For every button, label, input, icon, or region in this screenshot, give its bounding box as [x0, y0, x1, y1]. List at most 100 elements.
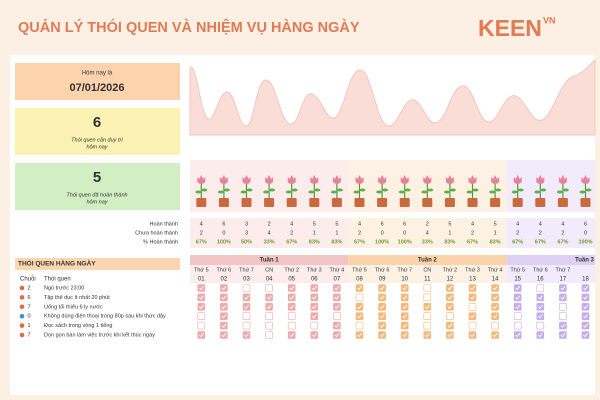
tulip-pot	[309, 198, 320, 207]
check-tick	[447, 332, 453, 338]
tulip-flower	[468, 175, 477, 184]
stat-value: 0	[584, 230, 587, 236]
checkbox	[220, 312, 228, 321]
checkbox	[287, 302, 296, 311]
check-tick	[583, 295, 589, 300]
checkbox	[423, 312, 432, 321]
checkbox	[468, 284, 477, 292]
checkbox	[355, 331, 364, 339]
tulip-leaf	[585, 188, 592, 192]
checkbox	[559, 312, 567, 321]
check-tick	[221, 332, 227, 338]
check-tick	[311, 295, 317, 300]
week-band	[348, 255, 507, 265]
stat-value: 4	[561, 221, 564, 227]
tulip-flower	[581, 175, 590, 184]
check-tick	[515, 304, 521, 310]
check-tick	[357, 304, 363, 310]
tulip-pot	[490, 198, 501, 207]
check-tick	[244, 304, 250, 310]
checkbox	[287, 312, 296, 321]
checkbox	[197, 302, 206, 311]
weekday-label: Thứ 7	[556, 267, 571, 273]
stat-label: % Hoàn thành	[143, 239, 178, 245]
checkbox	[197, 321, 206, 330]
check-tick	[537, 304, 543, 310]
date-label: 09	[379, 277, 386, 283]
checkbox	[333, 293, 341, 302]
date-label: 07	[334, 277, 341, 283]
date-label: 17	[560, 277, 567, 283]
checkbox	[423, 302, 432, 311]
checkbox	[242, 293, 251, 302]
checkbox	[333, 331, 341, 339]
stat-value: 4	[471, 221, 474, 227]
tulip-flower	[513, 175, 522, 184]
checkbox	[355, 284, 364, 292]
checkbox	[220, 284, 228, 292]
checkbox	[355, 293, 364, 302]
checkbox	[378, 321, 386, 330]
tulip-leaf	[398, 190, 405, 194]
checkbox	[513, 331, 522, 339]
stat-value: 6	[403, 221, 406, 227]
checkbox	[491, 312, 499, 321]
days-band	[506, 265, 595, 283]
checkbox	[310, 312, 319, 321]
checkbox	[536, 331, 545, 339]
checkbox	[287, 321, 296, 330]
tulip-leaf	[201, 188, 208, 192]
tulip-flower	[423, 175, 432, 184]
weekday-label: Thứ 6	[533, 267, 548, 273]
checkbox	[378, 293, 386, 302]
stat-value: 4	[200, 221, 203, 227]
checkbox	[400, 331, 409, 339]
tulip-pot	[264, 198, 275, 207]
check-tick	[492, 285, 498, 291]
stat-value: 2	[268, 221, 271, 227]
tulip-leaf	[353, 190, 360, 194]
stat-value: 2	[516, 230, 519, 236]
stat-value: 83%	[444, 239, 455, 245]
stat-value: 4	[358, 221, 361, 227]
stat-value: 100%	[375, 239, 389, 245]
check-tick	[357, 314, 363, 319]
date-label: 13	[469, 277, 476, 283]
check-tick	[379, 285, 385, 291]
card-label: Thói quen đã hoàn thành	[66, 192, 127, 198]
check-tick	[560, 332, 566, 338]
days-band	[348, 265, 507, 283]
checkbox	[513, 302, 522, 311]
check-tick	[492, 314, 498, 319]
card-label: Thói quen cần duy trì	[71, 137, 123, 143]
checkbox	[559, 321, 567, 330]
check-tick	[470, 285, 476, 291]
streak-value: 1	[27, 323, 30, 329]
checkbox	[581, 331, 590, 339]
tulip-pot	[535, 198, 546, 207]
check-tick	[560, 295, 566, 300]
checkbox	[423, 331, 432, 339]
tulip-pot	[444, 198, 455, 207]
checkbox	[446, 284, 454, 292]
checkbox	[491, 284, 499, 292]
column-header: Thói quen	[44, 277, 71, 283]
stat-value: 67%	[512, 239, 523, 245]
checkbox	[581, 321, 590, 330]
checkbox	[536, 293, 545, 302]
checkbox	[355, 321, 364, 330]
check-tick	[289, 332, 295, 338]
card-value: 6	[93, 114, 101, 131]
check-tick	[470, 314, 476, 319]
habit-name: Tập thể dục ít nhất 20 phút	[44, 294, 110, 301]
checkbox	[446, 312, 454, 321]
stat-value: 100%	[578, 239, 592, 245]
date-label: 05	[288, 277, 295, 283]
checkbox	[513, 321, 522, 330]
stat-value: 0	[222, 230, 225, 236]
streak-value: 6	[27, 295, 30, 301]
stat-value: 67%	[354, 239, 365, 245]
check-tick	[560, 285, 566, 291]
stat-value: 2	[200, 230, 203, 236]
card-label: Hôm nay là	[82, 71, 113, 77]
